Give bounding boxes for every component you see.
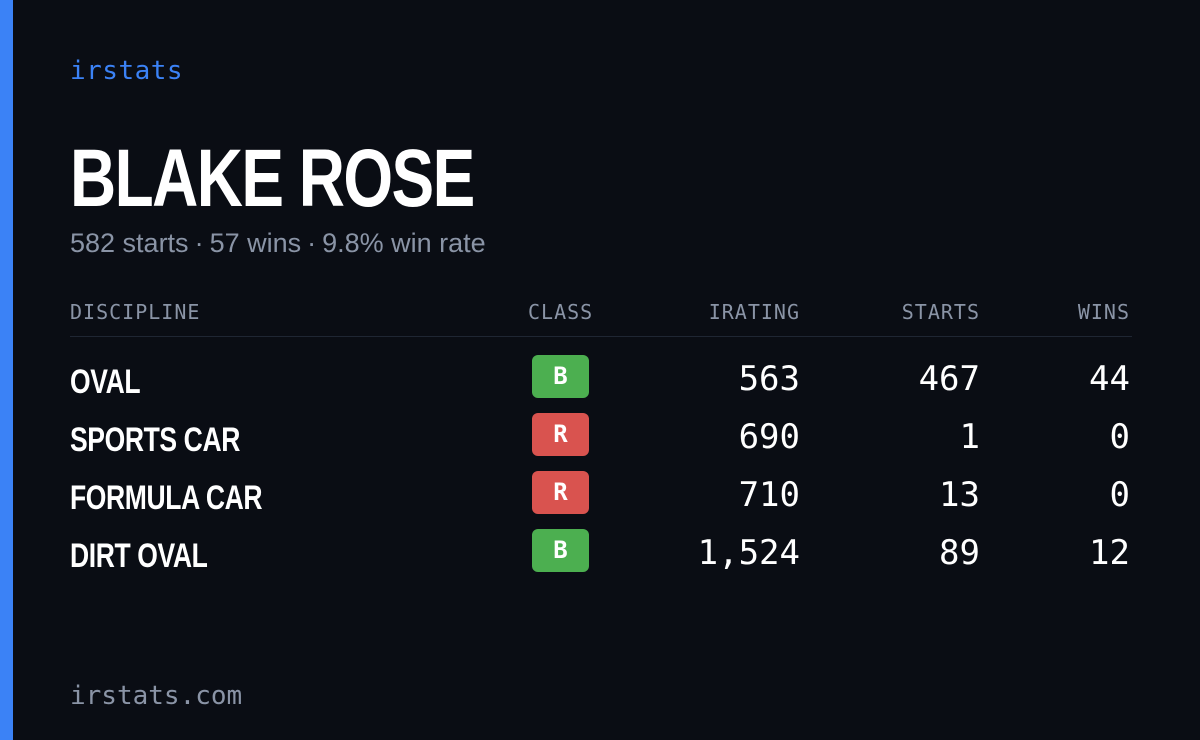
wins-value: 0 (1109, 475, 1130, 515)
driver-name: BLAKE ROSE (70, 133, 475, 224)
irating-value: 690 (738, 417, 800, 457)
starts-value: 13 (939, 475, 980, 515)
winrate-summary: 9.8% win rate (322, 228, 486, 258)
header-wins: WINS (1077, 300, 1130, 324)
table-row: OVAL B 563 467 44 (70, 337, 1132, 401)
starts-value: 467 (918, 359, 980, 399)
footer-url[interactable]: irstats.com (70, 681, 243, 711)
starts-value: 1 (959, 417, 980, 457)
wins-value: 0 (1109, 417, 1130, 457)
table-row: SPORTS CAR R 690 1 0 (70, 395, 1132, 459)
class-badge: B (532, 355, 589, 398)
wins-summary: 57 wins (209, 228, 302, 258)
starts-summary: 582 starts (70, 228, 189, 258)
separator: · (194, 228, 204, 258)
header-irating: IRATING (708, 300, 800, 324)
accent-bar (0, 0, 13, 740)
table-header: DISCIPLINE CLASS IRATING STARTS WINS (70, 298, 1132, 337)
irating-value: 1,524 (697, 533, 800, 573)
driver-summary: 582 starts · 57 wins · 9.8% win rate (70, 228, 486, 259)
header-starts: STARTS (901, 300, 980, 324)
discipline-name: DIRT OVAL (70, 537, 208, 575)
brand-logo: irstats (70, 56, 184, 86)
table-row: FORMULA CAR R 710 13 0 (70, 453, 1132, 517)
wins-value: 12 (1089, 533, 1130, 573)
class-badge: B (532, 529, 589, 572)
header-class: CLASS (528, 300, 594, 324)
wins-value: 44 (1089, 359, 1130, 399)
irating-value: 563 (738, 359, 800, 399)
starts-value: 89 (939, 533, 980, 573)
discipline-name: SPORTS CAR (70, 421, 240, 459)
discipline-name: OVAL (70, 363, 141, 401)
header-discipline: DISCIPLINE (70, 300, 201, 324)
class-badge: R (532, 471, 589, 514)
irating-value: 710 (738, 475, 800, 515)
separator: · (307, 228, 317, 258)
class-badge: R (532, 413, 589, 456)
license-table: DISCIPLINE CLASS IRATING STARTS WINS OVA… (70, 298, 1132, 575)
discipline-name: FORMULA CAR (70, 479, 263, 517)
table-row: DIRT OVAL B 1,524 89 12 (70, 511, 1132, 575)
